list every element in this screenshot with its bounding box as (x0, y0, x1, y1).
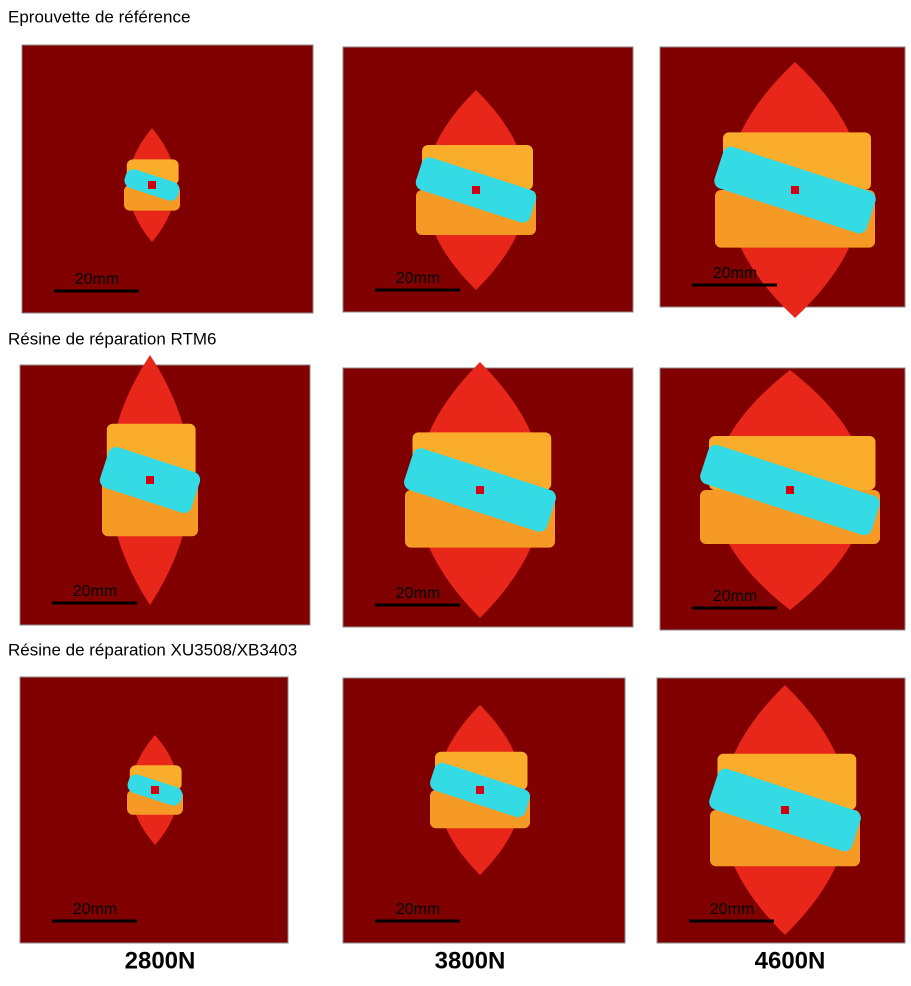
column-label: 3800N (435, 947, 506, 974)
c-scan-panel: 20mm (21, 44, 314, 314)
c-scan-panel: 20mm (342, 46, 634, 313)
row-title: Eprouvette de référence (8, 7, 190, 26)
damage-core (791, 186, 799, 194)
c-scan-panel: 20mm (659, 367, 906, 631)
scale-label: 20mm (710, 901, 754, 918)
row-title: Résine de réparation RTM6 (8, 329, 217, 348)
row-title: Résine de réparation XU3508/XB3403 (8, 640, 297, 659)
c-scan-panel: 20mm (19, 355, 311, 626)
scale-label: 20mm (73, 901, 117, 918)
damage-core (476, 786, 484, 794)
scale-label: 20mm (713, 588, 757, 605)
scale-label: 20mm (73, 583, 117, 600)
damage-core (148, 181, 156, 189)
scale-label: 20mm (396, 901, 440, 918)
scale-label: 20mm (396, 585, 440, 602)
c-scan-panel: 20mm (342, 362, 634, 628)
damage-core (146, 476, 154, 484)
damage-core (781, 806, 789, 814)
c-scan-panel: 20mm (656, 677, 906, 944)
damage-core (786, 486, 794, 494)
scale-label: 20mm (713, 265, 757, 282)
c-scan-panel: 20mm (342, 677, 626, 944)
damage-core (472, 186, 480, 194)
damage-core (151, 786, 159, 794)
scale-label: 20mm (75, 271, 119, 288)
scale-label: 20mm (396, 270, 440, 287)
column-label: 2800N (125, 947, 196, 974)
c-scan-panel: 20mm (659, 46, 906, 318)
column-label: 4600N (755, 947, 826, 974)
c-scan-panel: 20mm (19, 676, 289, 944)
damage-core (476, 486, 484, 494)
